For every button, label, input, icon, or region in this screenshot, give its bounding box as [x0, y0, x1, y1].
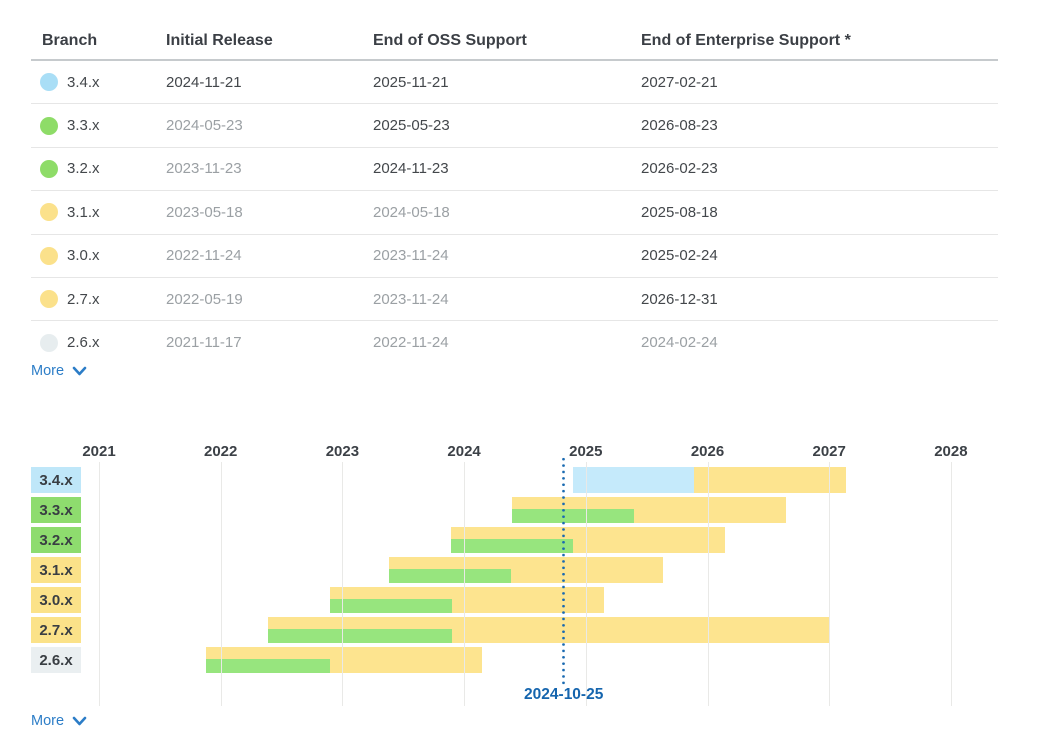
branch-label: 3.3.x	[67, 117, 100, 135]
chart-row-label: 3.1.x	[31, 557, 81, 583]
enterprise-support-end-date: 2026-12-31	[641, 290, 718, 308]
chart-year-label: 2021	[82, 443, 116, 460]
branch-color-dot	[40, 116, 58, 135]
column-header-branch: Branch	[42, 31, 98, 49]
chart-gridline	[99, 462, 100, 706]
branch-color-dot	[40, 73, 58, 92]
oss-support-bar	[512, 509, 635, 523]
branch-label: 3.2.x	[67, 160, 100, 178]
oss-support-end-date: 2022-11-24	[373, 334, 449, 352]
chart-year-label: 2022	[204, 443, 238, 460]
chart-gridline	[950, 462, 952, 706]
table-row: 3.0.x 2022-11-24 2023-11-24 2025-02-24	[31, 235, 998, 278]
table-row: 3.4.x 2024-11-21 2025-11-21 2027-02-21	[31, 61, 998, 105]
branch-label: 3.4.x	[67, 73, 100, 91]
table-row: 3.3.x 2024-05-23 2025-05-23 2026-08-23	[31, 104, 998, 148]
table-row: 3.1.x 2023-05-18 2024-05-18 2025-08-18	[31, 191, 998, 235]
table-body: 3.4.x 2024-11-21 2025-11-21 2027-02-21 3…	[31, 61, 998, 364]
today-marker-line	[562, 456, 566, 685]
chart-gridline	[585, 462, 587, 706]
oss-support-end-date: 2023-11-24	[373, 247, 449, 265]
column-header-enterprise-support-end: End of Enterprise Support *	[641, 31, 851, 49]
table-more-label: More	[31, 363, 65, 379]
chart-more-label: More	[31, 713, 65, 729]
chart-year-label: 2023	[325, 443, 360, 460]
enterprise-support-end-date: 2025-08-18	[641, 203, 718, 221]
chart-gridline	[464, 462, 466, 706]
chart-year-label: 2025	[569, 443, 603, 460]
chart-more-link[interactable]: More	[31, 713, 87, 729]
oss-support-bar	[451, 539, 574, 553]
branch-color-dot	[40, 290, 58, 309]
enterprise-support-end-date: 2026-08-23	[641, 117, 718, 135]
initial-release-date: 2023-05-18	[166, 203, 243, 221]
branch-label: 3.0.x	[67, 247, 100, 265]
chart-row-label: 2.6.x	[31, 647, 81, 673]
branch-label: 2.7.x	[67, 290, 100, 308]
today-marker-label: 2024-10-25	[524, 686, 604, 703]
chart-year-label: 2026	[690, 443, 725, 460]
table-header-row: Branch Initial Release End of OSS Suppor…	[31, 22, 998, 61]
oss-support-bar	[572, 467, 695, 493]
initial-release-date: 2024-05-23	[166, 117, 243, 135]
chart-gridline	[220, 462, 222, 706]
chart-year-label: 2024	[447, 443, 481, 460]
chart-gridline	[707, 462, 709, 706]
chart-row-label: 3.2.x	[31, 527, 81, 553]
chart-gridline	[829, 462, 831, 706]
enterprise-support-end-date: 2027-02-21	[641, 73, 718, 91]
oss-support-bar	[206, 659, 331, 673]
chart-year-label: 2027	[812, 443, 846, 460]
oss-support-bar	[388, 569, 511, 583]
chart-gridline	[342, 462, 344, 706]
branch-color-dot	[40, 203, 58, 222]
chart-row-label: 3.4.x	[31, 467, 81, 493]
chevron-down-icon	[72, 715, 87, 727]
enterprise-support-end-date: 2026-02-23	[641, 160, 718, 178]
chart-row-label: 3.3.x	[31, 497, 81, 523]
initial-release-date: 2022-11-24	[166, 247, 242, 265]
oss-support-end-date: 2023-11-24	[373, 290, 449, 308]
oss-support-bar	[267, 629, 452, 643]
table-more-link[interactable]: More	[31, 363, 87, 379]
branch-color-dot	[40, 333, 58, 352]
oss-support-end-date: 2024-05-18	[373, 203, 450, 221]
enterprise-support-end-date: 2024-02-24	[641, 334, 718, 352]
initial-release-date: 2022-05-19	[166, 290, 243, 308]
enterprise-support-end-date: 2025-02-24	[641, 247, 718, 265]
initial-release-date: 2024-11-21	[166, 73, 242, 91]
initial-release-date: 2023-11-23	[166, 160, 242, 178]
branch-color-dot	[40, 159, 58, 178]
oss-support-end-date: 2024-11-23	[373, 160, 449, 178]
chart-row-label: 2.7.x	[31, 617, 81, 643]
table-row: 3.2.x 2023-11-23 2024-11-23 2026-02-23	[31, 148, 998, 192]
support-timeline-chart: More 3.4.x 3.3.x 3.2.x 3.1.x 3.0.x 2.7.x 2.6.x…	[0, 440, 1045, 739]
branch-color-dot	[40, 246, 58, 265]
support-table: Branch Initial Release End of OSS Suppor…	[31, 22, 998, 364]
chevron-down-icon	[72, 365, 87, 377]
table-row: 2.7.x 2022-05-19 2023-11-24 2026-12-31	[31, 278, 998, 322]
oss-support-end-date: 2025-11-21	[373, 73, 449, 91]
chart-year-label: 2028	[934, 443, 968, 460]
initial-release-date: 2021-11-17	[166, 334, 242, 352]
chart-row-label: 3.0.x	[31, 587, 81, 613]
oss-support-end-date: 2025-05-23	[373, 117, 450, 135]
column-header-oss-support-end: End of OSS Support	[373, 31, 527, 49]
column-header-initial-release: Initial Release	[166, 31, 273, 49]
table-row: 2.6.x 2021-11-17 2022-11-24 2024-02-24	[31, 321, 998, 363]
branch-label: 3.1.x	[67, 203, 100, 221]
oss-support-bar	[330, 599, 452, 613]
branch-label: 2.6.x	[67, 334, 100, 352]
